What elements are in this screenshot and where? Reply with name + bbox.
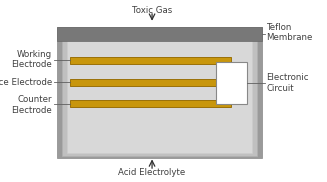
Bar (62, 29, 257, 156)
Text: Toxic Gas: Toxic Gas (132, 6, 172, 15)
Text: Working
Electrode: Working Electrode (11, 50, 52, 69)
Bar (70, 57, 231, 64)
Bar (57, 27, 262, 41)
Bar (70, 100, 231, 107)
Text: Reference Electrode: Reference Electrode (0, 78, 52, 87)
Text: Counter
Electrode: Counter Electrode (11, 95, 52, 114)
Text: Acid Electrolyte: Acid Electrolyte (118, 169, 186, 177)
Bar (67, 40, 252, 153)
Bar (57, 27, 262, 158)
Bar (70, 79, 231, 86)
Bar (216, 62, 247, 104)
Text: Teflon
Membrane: Teflon Membrane (267, 23, 313, 42)
Text: Electronic
Circuit: Electronic Circuit (267, 73, 309, 92)
